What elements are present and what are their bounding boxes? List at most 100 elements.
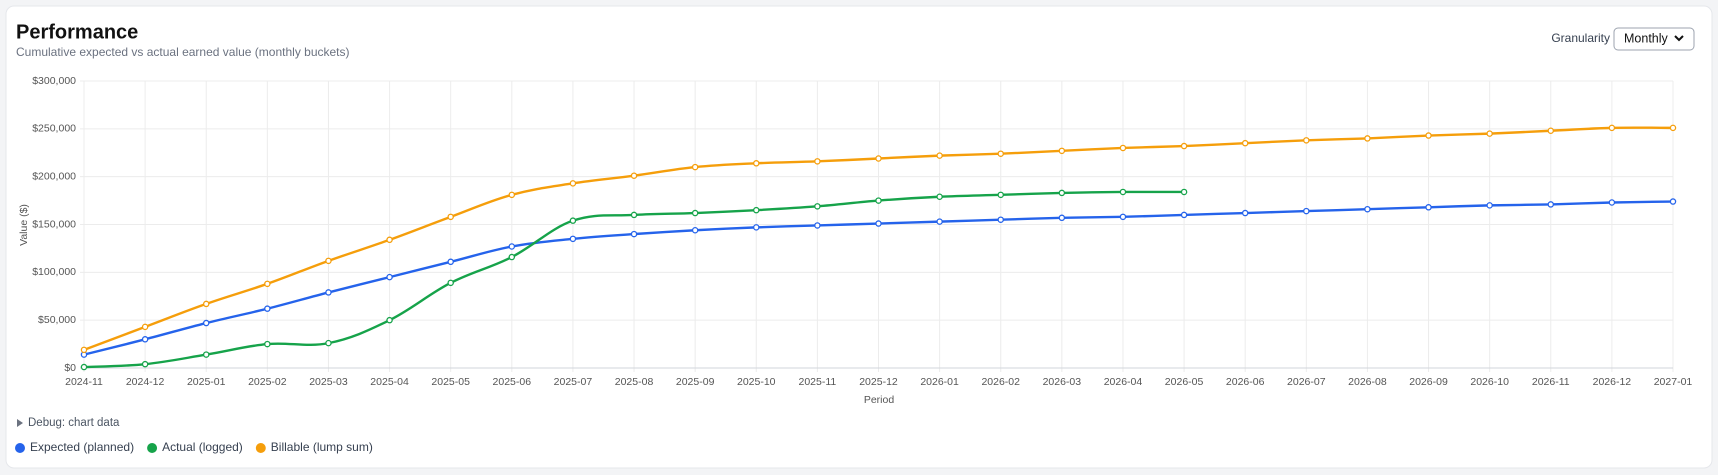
data-point: [141, 360, 149, 368]
data-point: [753, 206, 760, 214]
data-point: [691, 163, 699, 171]
x-tick-label: 2026-12: [1593, 376, 1632, 388]
title: Performance: [16, 21, 138, 43]
data-point: [508, 243, 516, 250]
data-point: [1119, 213, 1127, 221]
x-tick-label: 2025-02: [248, 376, 287, 388]
data-point: [1364, 135, 1371, 142]
x-tick-label: 2025-05: [431, 376, 470, 388]
data-point: [1180, 211, 1188, 219]
x-tick-label: 2025-04: [370, 376, 409, 388]
data-point: [386, 273, 393, 281]
debug-label[interactable]: Debug: chart data: [28, 417, 120, 429]
x-tick-label: 2026-05: [1165, 376, 1204, 388]
x-tick-label: 2024-11: [65, 376, 103, 388]
x-tick-label: 2025-09: [676, 376, 715, 388]
data-point: [141, 336, 149, 343]
x-tick-label: 2026-02: [981, 376, 1020, 388]
data-point: [1425, 204, 1432, 211]
data-point: [691, 209, 699, 217]
data-point: [1303, 207, 1310, 215]
data-point: [386, 316, 393, 324]
debug-toggle[interactable]: Debug: chart data: [17, 417, 120, 429]
data-point: [814, 203, 821, 210]
x-tick-label: 2025-08: [615, 376, 654, 388]
data-point: [264, 305, 271, 312]
data-point: [1180, 142, 1188, 150]
data-point: [1608, 124, 1616, 132]
select-value[interactable]: Monthly: [1624, 31, 1669, 45]
y-tick-label: $300,000: [32, 75, 76, 87]
data-point: [1058, 189, 1066, 197]
data-point: [264, 280, 271, 288]
data-point: [1425, 132, 1432, 139]
data-point: [1547, 127, 1555, 134]
x-tick-label: 2026-09: [1409, 376, 1448, 388]
legend-swatch: [15, 443, 25, 453]
data-point: [80, 363, 88, 371]
data-point: [1058, 214, 1066, 222]
legend-label: Expected (planned): [30, 440, 134, 454]
data-point: [936, 152, 943, 159]
data-point: [1119, 144, 1127, 152]
x-tick-label: 2026-11: [1532, 376, 1570, 388]
data-point: [753, 160, 760, 167]
select-box[interactable]: [1613, 27, 1695, 51]
data-point: [997, 150, 1004, 157]
data-point: [997, 216, 1004, 223]
data-point: [264, 340, 271, 348]
data-point: [325, 257, 332, 265]
y-axis-title: Value ($): [18, 204, 30, 246]
data-point: [508, 191, 516, 199]
data-point: [1119, 188, 1127, 196]
data-point: [1669, 124, 1677, 132]
legend-swatch: [255, 443, 266, 453]
data-point: [1486, 202, 1493, 209]
legend-label: Actual (logged): [162, 440, 243, 454]
data-point: [80, 346, 88, 354]
data-point: [141, 323, 149, 331]
data-point: [569, 235, 577, 243]
data-point: [447, 258, 454, 266]
data-point: [814, 222, 821, 229]
data-point: [1241, 209, 1249, 217]
data-point: [1058, 147, 1066, 155]
data-point: [569, 217, 577, 224]
granularity-select[interactable]: Monthly: [1613, 27, 1695, 51]
data-point: [508, 253, 516, 261]
x-tick-label: 2026-08: [1348, 376, 1387, 388]
y-tick-label: $0: [64, 362, 76, 374]
data-point: [569, 180, 577, 187]
chevron: [1674, 35, 1684, 42]
y-tick-label: $200,000: [32, 170, 76, 182]
data-point: [1608, 199, 1616, 206]
data-point: [936, 193, 943, 201]
legend-swatch: [147, 443, 158, 453]
data-point: [875, 197, 882, 204]
data-point: [447, 279, 454, 287]
data-point: [630, 172, 638, 179]
disclosure-triangle[interactable]: [17, 419, 23, 427]
card: [5, 5, 1713, 469]
y-tick-label: $100,000: [32, 266, 76, 278]
x-tick-label: 2025-10: [737, 376, 776, 388]
y-tick-label: $150,000: [32, 218, 76, 230]
x-tick-label: 2026-06: [1226, 376, 1265, 388]
y-tick-label: $50,000: [38, 314, 76, 326]
subtitle: Cumulative expected vs actual earned val…: [16, 45, 350, 59]
data-point: [814, 158, 821, 165]
data-point: [630, 211, 638, 219]
x-tick-label: 2025-11: [799, 376, 837, 388]
data-point: [691, 226, 699, 234]
data-point: [325, 289, 332, 296]
data-point: [202, 319, 210, 327]
data-point: [875, 155, 882, 162]
data-point: [1547, 201, 1555, 208]
data-point: [875, 220, 882, 227]
x-tick-label: 2025-01: [187, 376, 226, 388]
data-point: [753, 224, 760, 231]
x-axis-title: Period: [864, 394, 895, 406]
x-tick-label: 2026-03: [1043, 376, 1082, 388]
x-tick-label: 2025-03: [309, 376, 348, 388]
x-tick-label: 2026-01: [920, 376, 959, 388]
